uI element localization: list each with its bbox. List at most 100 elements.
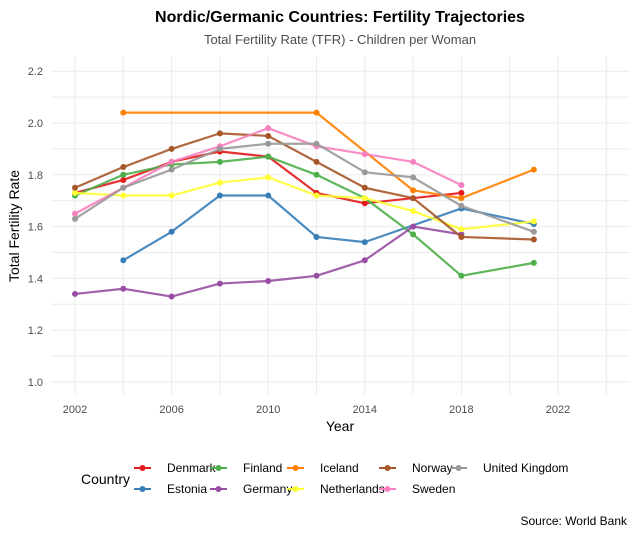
point-united-kingdom [72, 215, 78, 222]
point-norway [361, 184, 368, 191]
point-estonia [120, 257, 127, 264]
y-tick-label: 2.2 [28, 66, 43, 78]
y-axis-ticks: 1.0 1.2 1.4 1.6 1.8 2.0 2.2 [28, 66, 43, 389]
series-germany [72, 223, 465, 300]
point-netherlands [530, 218, 537, 225]
point-norway [458, 233, 465, 240]
legend-marker [292, 465, 299, 471]
line-iceland [123, 111, 535, 200]
x-tick-label: 2022 [546, 404, 570, 416]
legend-marker [215, 465, 222, 471]
x-tick-label: 2018 [449, 404, 473, 416]
source-caption: Source: World Bank [521, 514, 628, 528]
legend-item-germany: Germany [210, 482, 292, 496]
legend-label: United Kingdom [483, 461, 568, 475]
chart-title: Nordic/Germanic Countries: Fertility Tra… [155, 9, 525, 26]
series-finland [72, 153, 537, 279]
y-tick-label: 1.6 [28, 222, 43, 234]
point-norway [265, 132, 272, 139]
point-estonia [168, 228, 175, 235]
point-norway [168, 145, 175, 152]
legend-marker [292, 486, 299, 492]
point-germany [168, 293, 175, 300]
legend-title: Country [81, 471, 130, 487]
x-tick-label: 2002 [63, 404, 87, 416]
series-norway [72, 130, 537, 243]
y-tick-label: 1.8 [28, 170, 43, 182]
point-estonia [313, 233, 320, 240]
series-iceland [120, 109, 537, 202]
gridlines [52, 56, 630, 395]
x-tick-label: 2014 [353, 404, 377, 416]
legend-item-sweden: Sweden [379, 482, 455, 496]
point-germany [216, 280, 223, 287]
point-netherlands [458, 226, 465, 233]
point-united-kingdom [458, 202, 465, 209]
y-tick-label: 1.0 [28, 377, 43, 389]
point-germany [72, 290, 78, 297]
legend-item-denmark: Denmark [134, 461, 217, 475]
legend-label: Netherlands [320, 482, 385, 496]
point-united-kingdom [265, 140, 272, 147]
legend-item-finland: Finland [210, 461, 282, 475]
point-norway [216, 130, 223, 137]
point-finland [216, 158, 223, 165]
point-germany [265, 277, 272, 284]
legend-marker [215, 486, 222, 492]
point-iceland [410, 187, 417, 194]
point-united-kingdom [216, 145, 223, 152]
legend-item-iceland: Iceland [287, 461, 359, 475]
point-netherlands [410, 208, 417, 215]
point-sweden [410, 158, 417, 165]
legend-label: Iceland [320, 461, 359, 475]
y-axis-label: Total Fertility Rate [6, 170, 22, 282]
series-united-kingdom [72, 140, 537, 235]
point-iceland [120, 109, 127, 116]
y-tick-label: 1.4 [28, 273, 43, 285]
point-iceland [313, 109, 320, 116]
point-germany [361, 257, 368, 264]
legend: Denmark Estonia Finland Germany Iceland Nethe… [134, 461, 568, 496]
point-united-kingdom [313, 140, 320, 147]
point-netherlands [313, 192, 320, 199]
legend-label: Germany [243, 482, 292, 496]
series-netherlands [72, 174, 537, 233]
legend-label: Finland [243, 461, 282, 475]
legend-label: Denmark [167, 461, 217, 475]
chart-subtitle: Total Fertility Rate (TFR) - Children pe… [204, 32, 476, 47]
point-united-kingdom [168, 166, 175, 173]
point-united-kingdom [120, 184, 127, 191]
point-norway [120, 164, 127, 171]
point-netherlands [216, 179, 223, 186]
legend-marker [455, 465, 462, 471]
point-norway [410, 195, 417, 202]
legend-marker [139, 465, 146, 471]
point-sweden [361, 151, 368, 158]
point-united-kingdom [530, 228, 537, 235]
point-estonia [265, 192, 272, 199]
point-sweden [458, 182, 465, 189]
point-germany [120, 285, 127, 292]
point-denmark [458, 189, 465, 196]
point-finland [313, 171, 320, 178]
point-netherlands [361, 195, 368, 202]
point-germany [313, 272, 320, 279]
point-estonia [216, 192, 223, 199]
point-netherlands [265, 174, 272, 181]
x-axis-label: Year [326, 418, 355, 434]
legend-marker [139, 486, 146, 492]
legend-label: Norway [412, 461, 453, 475]
x-axis-ticks: 2002 2006 2010 2014 2018 2022 [63, 404, 570, 416]
y-tick-label: 2.0 [28, 118, 43, 130]
line-finland [74, 155, 535, 277]
point-sweden [72, 210, 78, 217]
point-finland [458, 272, 465, 279]
point-netherlands [168, 192, 175, 199]
legend-label: Sweden [412, 482, 455, 496]
x-tick-label: 2010 [256, 404, 280, 416]
point-united-kingdom [410, 174, 417, 181]
point-estonia [361, 239, 368, 246]
legend-marker [384, 465, 391, 471]
point-denmark [361, 200, 368, 207]
